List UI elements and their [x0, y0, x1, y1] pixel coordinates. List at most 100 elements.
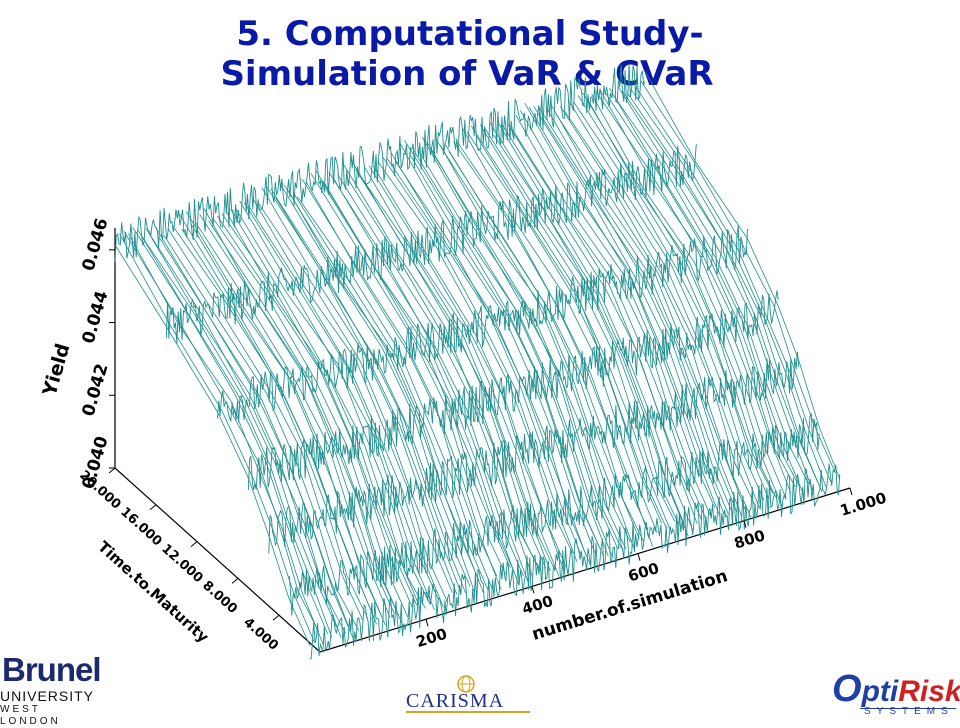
x-tick-label: 400: [520, 592, 555, 618]
surface-slice: [163, 235, 360, 631]
surface-slice: [141, 235, 337, 628]
maturity-series-line: [247, 290, 779, 491]
maturity-series-line: [309, 463, 841, 660]
y-tick-label: 8.000: [199, 578, 240, 617]
surface-slice: [533, 105, 729, 515]
axis-tick: [637, 553, 641, 561]
surface-slice: [519, 110, 716, 508]
y-tick-label: 4.000: [240, 615, 281, 654]
axis-tick: [190, 541, 198, 547]
axis-tick: [531, 586, 535, 594]
axis-tick: [849, 487, 853, 496]
z-tick-label: 0.044: [79, 289, 113, 346]
x-axis-line: [319, 487, 851, 653]
surface-slice: [364, 166, 560, 577]
surface-lines: [114, 63, 841, 660]
y-axis-label: Time.to.Maturity: [94, 538, 212, 647]
axis-tick: [743, 520, 747, 528]
optirisk-systems: SYSTEMS: [864, 706, 954, 717]
surface-slice: [248, 205, 444, 608]
brunel-university-logo: Brunel UNIVERSITY WEST LONDON: [0, 651, 106, 728]
surface-slice: [408, 152, 605, 557]
maturity-series-line: [114, 63, 646, 262]
maturity-series-line: [165, 143, 697, 344]
surface-slice: [212, 218, 409, 618]
surface-slice: [386, 157, 582, 557]
surface-slice: [502, 124, 698, 525]
optirisk-wordmark: OptiRisk: [832, 670, 960, 709]
axis-tick: [425, 619, 429, 627]
surface-slice: [359, 175, 556, 570]
surface-slice: [421, 136, 618, 548]
brunel-logo-line2: UNIVERSITY: [0, 688, 95, 704]
z-axis-label: Yield: [38, 341, 74, 399]
optirisk-rule: [860, 708, 956, 709]
surface-slice: [136, 228, 333, 638]
surface-slice: [413, 149, 609, 557]
surface-slice: [234, 207, 431, 605]
surface-slice: [337, 174, 533, 577]
surface-slice: [119, 233, 315, 643]
surface-slice: [470, 125, 667, 528]
optirisk-pti: pti: [861, 675, 899, 708]
carisma-logo: CARISMA: [406, 674, 530, 714]
surface-slice: [332, 177, 529, 582]
surface-slice: [430, 150, 627, 550]
maturity-series-line: [268, 351, 800, 554]
surface-slice: [266, 186, 462, 594]
x-tick-label: 600: [626, 559, 661, 585]
surface-slice: [560, 106, 756, 506]
surface-slice: [306, 182, 502, 591]
x-tick-label: 200: [414, 625, 449, 651]
brunel-logo-line3: WEST LONDON: [0, 704, 61, 727]
maturity-series-line: [288, 413, 820, 616]
surface-slice: [181, 228, 377, 625]
x-tick-label: 800: [732, 526, 767, 552]
surface-slice: [466, 131, 662, 524]
axis-tick: [108, 467, 116, 474]
globe-icon: [457, 675, 475, 693]
optirisk-risk: Risk: [898, 675, 960, 708]
page-title: 5. Computational Study- Simulation of Va…: [0, 14, 960, 94]
surface-slice: [154, 226, 351, 630]
axis-tick: [149, 504, 157, 511]
surface-slice: [199, 214, 395, 614]
surface-slice: [185, 211, 382, 616]
surface-slice: [511, 127, 707, 520]
y-tick-label: 12.000: [158, 541, 205, 586]
surface-slice: [310, 173, 507, 575]
surface-slice: [546, 108, 743, 517]
surface-slice: [506, 122, 703, 521]
surface-slice: [604, 91, 801, 488]
surface-slice: [453, 141, 649, 531]
axis-tick: [272, 614, 280, 621]
brunel-logo-name: Brunel: [2, 651, 102, 688]
maturity-series-line: [217, 224, 748, 423]
carisma-logo-text: CARISMA: [406, 690, 505, 712]
surface-slice: [542, 117, 738, 514]
axis-tick: [231, 578, 239, 584]
surface-slice: [123, 230, 320, 632]
surface-slice: [217, 215, 413, 608]
x-tick-label: 1.000: [838, 489, 889, 520]
surface-slice: [395, 161, 591, 566]
surface-slice: [444, 143, 640, 539]
surface-slice: [497, 122, 694, 531]
surface-slice: [488, 121, 685, 524]
optirisk-o: O: [832, 668, 862, 710]
surface-slice: [350, 159, 547, 569]
y-axis-line: [114, 467, 321, 653]
surface-slice: [417, 149, 613, 558]
surface-slice: [243, 202, 440, 601]
optirisk-logo: OptiRisk SYSTEMS: [832, 670, 960, 718]
title-line-1: 5. Computational Study-: [236, 14, 704, 54]
z-tick-label: 0.046: [79, 216, 113, 273]
surface-slice: [622, 91, 818, 482]
plot-axes: [114, 228, 851, 653]
surface-slice: [644, 71, 841, 480]
z-tick-label: 0.042: [79, 361, 113, 418]
surface-slice: [537, 105, 734, 515]
y-tick-label: 16.000: [117, 505, 164, 550]
carisma-underline: [406, 711, 530, 713]
